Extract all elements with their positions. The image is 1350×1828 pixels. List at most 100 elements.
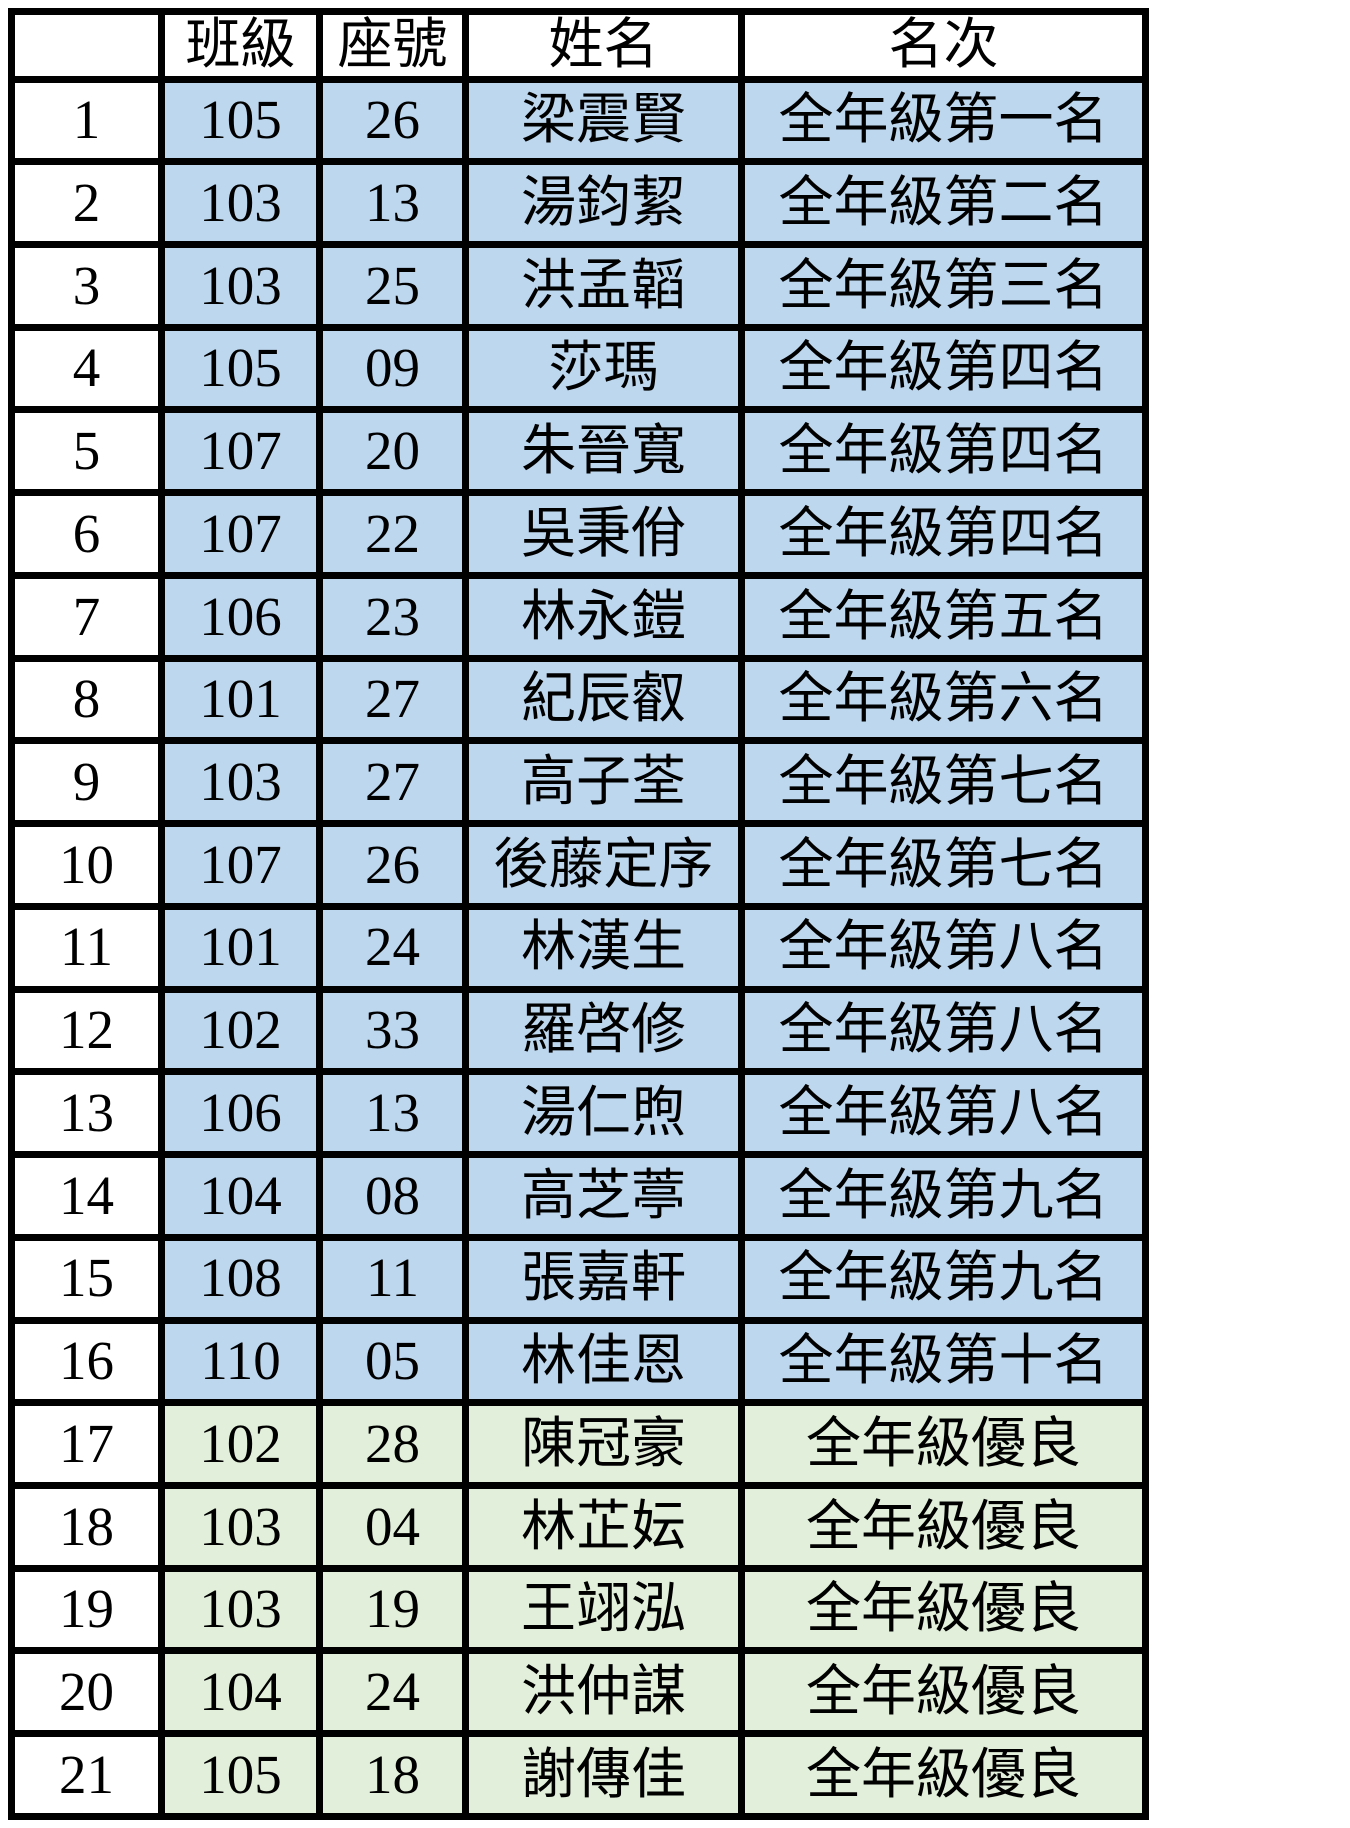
row-number-cell: 12 (8, 985, 165, 1076)
name-cell: 王翊泓 (462, 1564, 745, 1655)
rank-cell: 全年級第七名 (738, 820, 1149, 910)
header-seat: 座號 (316, 8, 469, 83)
table-row: 13 106 13 湯仁煦 全年級第八名 (8, 1068, 1149, 1159)
seat-cell: 13 (316, 1068, 469, 1159)
name-cell: 莎瑪 (462, 323, 745, 414)
name-cell: 洪仲謀 (462, 1647, 745, 1738)
name-cell: 林漢生 (462, 902, 745, 993)
table-row: 20 104 24 洪仲謀 全年級優良 (8, 1647, 1149, 1738)
table-row: 11 101 24 林漢生 全年級第八名 (8, 902, 1149, 993)
class-cell: 107 (158, 820, 323, 910)
class-cell: 105 (158, 1730, 323, 1820)
class-cell: 102 (158, 1399, 323, 1489)
header-rank: 名次 (738, 8, 1149, 83)
class-cell: 103 (158, 158, 323, 248)
class-cell: 101 (158, 654, 323, 745)
name-cell: 朱晉寬 (462, 406, 745, 497)
table-row: 2 103 13 湯鈞絜 全年級第二名 (8, 158, 1149, 248)
rank-cell: 全年級優良 (738, 1647, 1149, 1738)
seat-cell: 24 (316, 902, 469, 993)
rank-cell: 全年級第二名 (738, 158, 1149, 248)
row-number-cell: 15 (8, 1233, 165, 1324)
rank-cell: 全年級第三名 (738, 240, 1149, 331)
row-number-cell: 1 (8, 75, 165, 166)
table-row: 21 105 18 謝傳佳 全年級優良 (8, 1730, 1149, 1820)
class-cell: 104 (158, 1151, 323, 1241)
row-number-cell: 19 (8, 1564, 165, 1655)
row-number-cell: 9 (8, 737, 165, 828)
seat-cell: 08 (316, 1151, 469, 1241)
seat-cell: 19 (316, 1564, 469, 1655)
name-cell: 梁震賢 (462, 75, 745, 166)
seat-cell: 26 (316, 820, 469, 910)
class-cell: 104 (158, 1647, 323, 1738)
name-cell: 林芷妘 (462, 1481, 745, 1572)
name-cell: 高芝葶 (462, 1151, 745, 1241)
class-cell: 103 (158, 737, 323, 828)
rank-cell: 全年級優良 (738, 1399, 1149, 1489)
table-row: 9 103 27 高子荃 全年級第七名 (8, 737, 1149, 828)
name-cell: 張嘉軒 (462, 1233, 745, 1324)
seat-cell: 26 (316, 75, 469, 166)
table-row: 4 105 09 莎瑪 全年級第四名 (8, 323, 1149, 414)
rank-cell: 全年級第一名 (738, 75, 1149, 166)
class-cell: 108 (158, 1233, 323, 1324)
rank-cell: 全年級第九名 (738, 1151, 1149, 1241)
seat-cell: 18 (316, 1730, 469, 1820)
rank-cell: 全年級第八名 (738, 985, 1149, 1076)
row-number-cell: 17 (8, 1399, 165, 1489)
rank-cell: 全年級第八名 (738, 902, 1149, 993)
rank-cell: 全年級第五名 (738, 571, 1149, 662)
seat-cell: 28 (316, 1399, 469, 1489)
table-row: 14 104 08 高芝葶 全年級第九名 (8, 1151, 1149, 1241)
header-blank (8, 8, 165, 83)
class-cell: 105 (158, 75, 323, 166)
header-class: 班級 (158, 8, 323, 83)
table-row: 12 102 33 羅啓修 全年級第八名 (8, 985, 1149, 1076)
table-row: 7 106 23 林永鎧 全年級第五名 (8, 571, 1149, 662)
seat-cell: 23 (316, 571, 469, 662)
rank-cell: 全年級優良 (738, 1564, 1149, 1655)
row-number-cell: 21 (8, 1730, 165, 1820)
class-cell: 101 (158, 902, 323, 993)
row-number-cell: 18 (8, 1481, 165, 1572)
table-row: 3 103 25 洪孟韜 全年級第三名 (8, 240, 1149, 331)
table-row: 19 103 19 王翊泓 全年級優良 (8, 1564, 1149, 1655)
header-name: 姓名 (462, 8, 745, 83)
class-cell: 110 (158, 1316, 323, 1407)
rank-cell: 全年級第四名 (738, 489, 1149, 579)
row-number-cell: 20 (8, 1647, 165, 1738)
class-cell: 103 (158, 1564, 323, 1655)
class-cell: 106 (158, 1068, 323, 1159)
seat-cell: 27 (316, 654, 469, 745)
row-number-cell: 8 (8, 654, 165, 745)
row-number-cell: 6 (8, 489, 165, 579)
row-number-cell: 13 (8, 1068, 165, 1159)
row-number-cell: 11 (8, 902, 165, 993)
class-cell: 103 (158, 240, 323, 331)
rank-cell: 全年級第四名 (738, 406, 1149, 497)
class-cell: 103 (158, 1481, 323, 1572)
name-cell: 洪孟韜 (462, 240, 745, 331)
rank-cell: 全年級第六名 (738, 654, 1149, 745)
row-number-cell: 3 (8, 240, 165, 331)
class-cell: 102 (158, 985, 323, 1076)
row-number-cell: 4 (8, 323, 165, 414)
header-row: 班級 座號 姓名 名次 (8, 8, 1149, 83)
name-cell: 林佳恩 (462, 1316, 745, 1407)
row-number-cell: 7 (8, 571, 165, 662)
table-row: 6 107 22 吳秉佾 全年級第四名 (8, 489, 1149, 579)
class-cell: 106 (158, 571, 323, 662)
seat-cell: 33 (316, 985, 469, 1076)
seat-cell: 20 (316, 406, 469, 497)
row-number-cell: 5 (8, 406, 165, 497)
ranking-table: 班級 座號 姓名 名次 1 105 26 梁震賢 全年級第一名 2 103 13… (8, 8, 1149, 1820)
table-row: 18 103 04 林芷妘 全年級優良 (8, 1481, 1149, 1572)
seat-cell: 05 (316, 1316, 469, 1407)
seat-cell: 11 (316, 1233, 469, 1324)
row-number-cell: 2 (8, 158, 165, 248)
seat-cell: 09 (316, 323, 469, 414)
table-row: 10 107 26 後藤定序 全年級第七名 (8, 820, 1149, 910)
rank-cell: 全年級優良 (738, 1481, 1149, 1572)
rank-cell: 全年級第八名 (738, 1068, 1149, 1159)
